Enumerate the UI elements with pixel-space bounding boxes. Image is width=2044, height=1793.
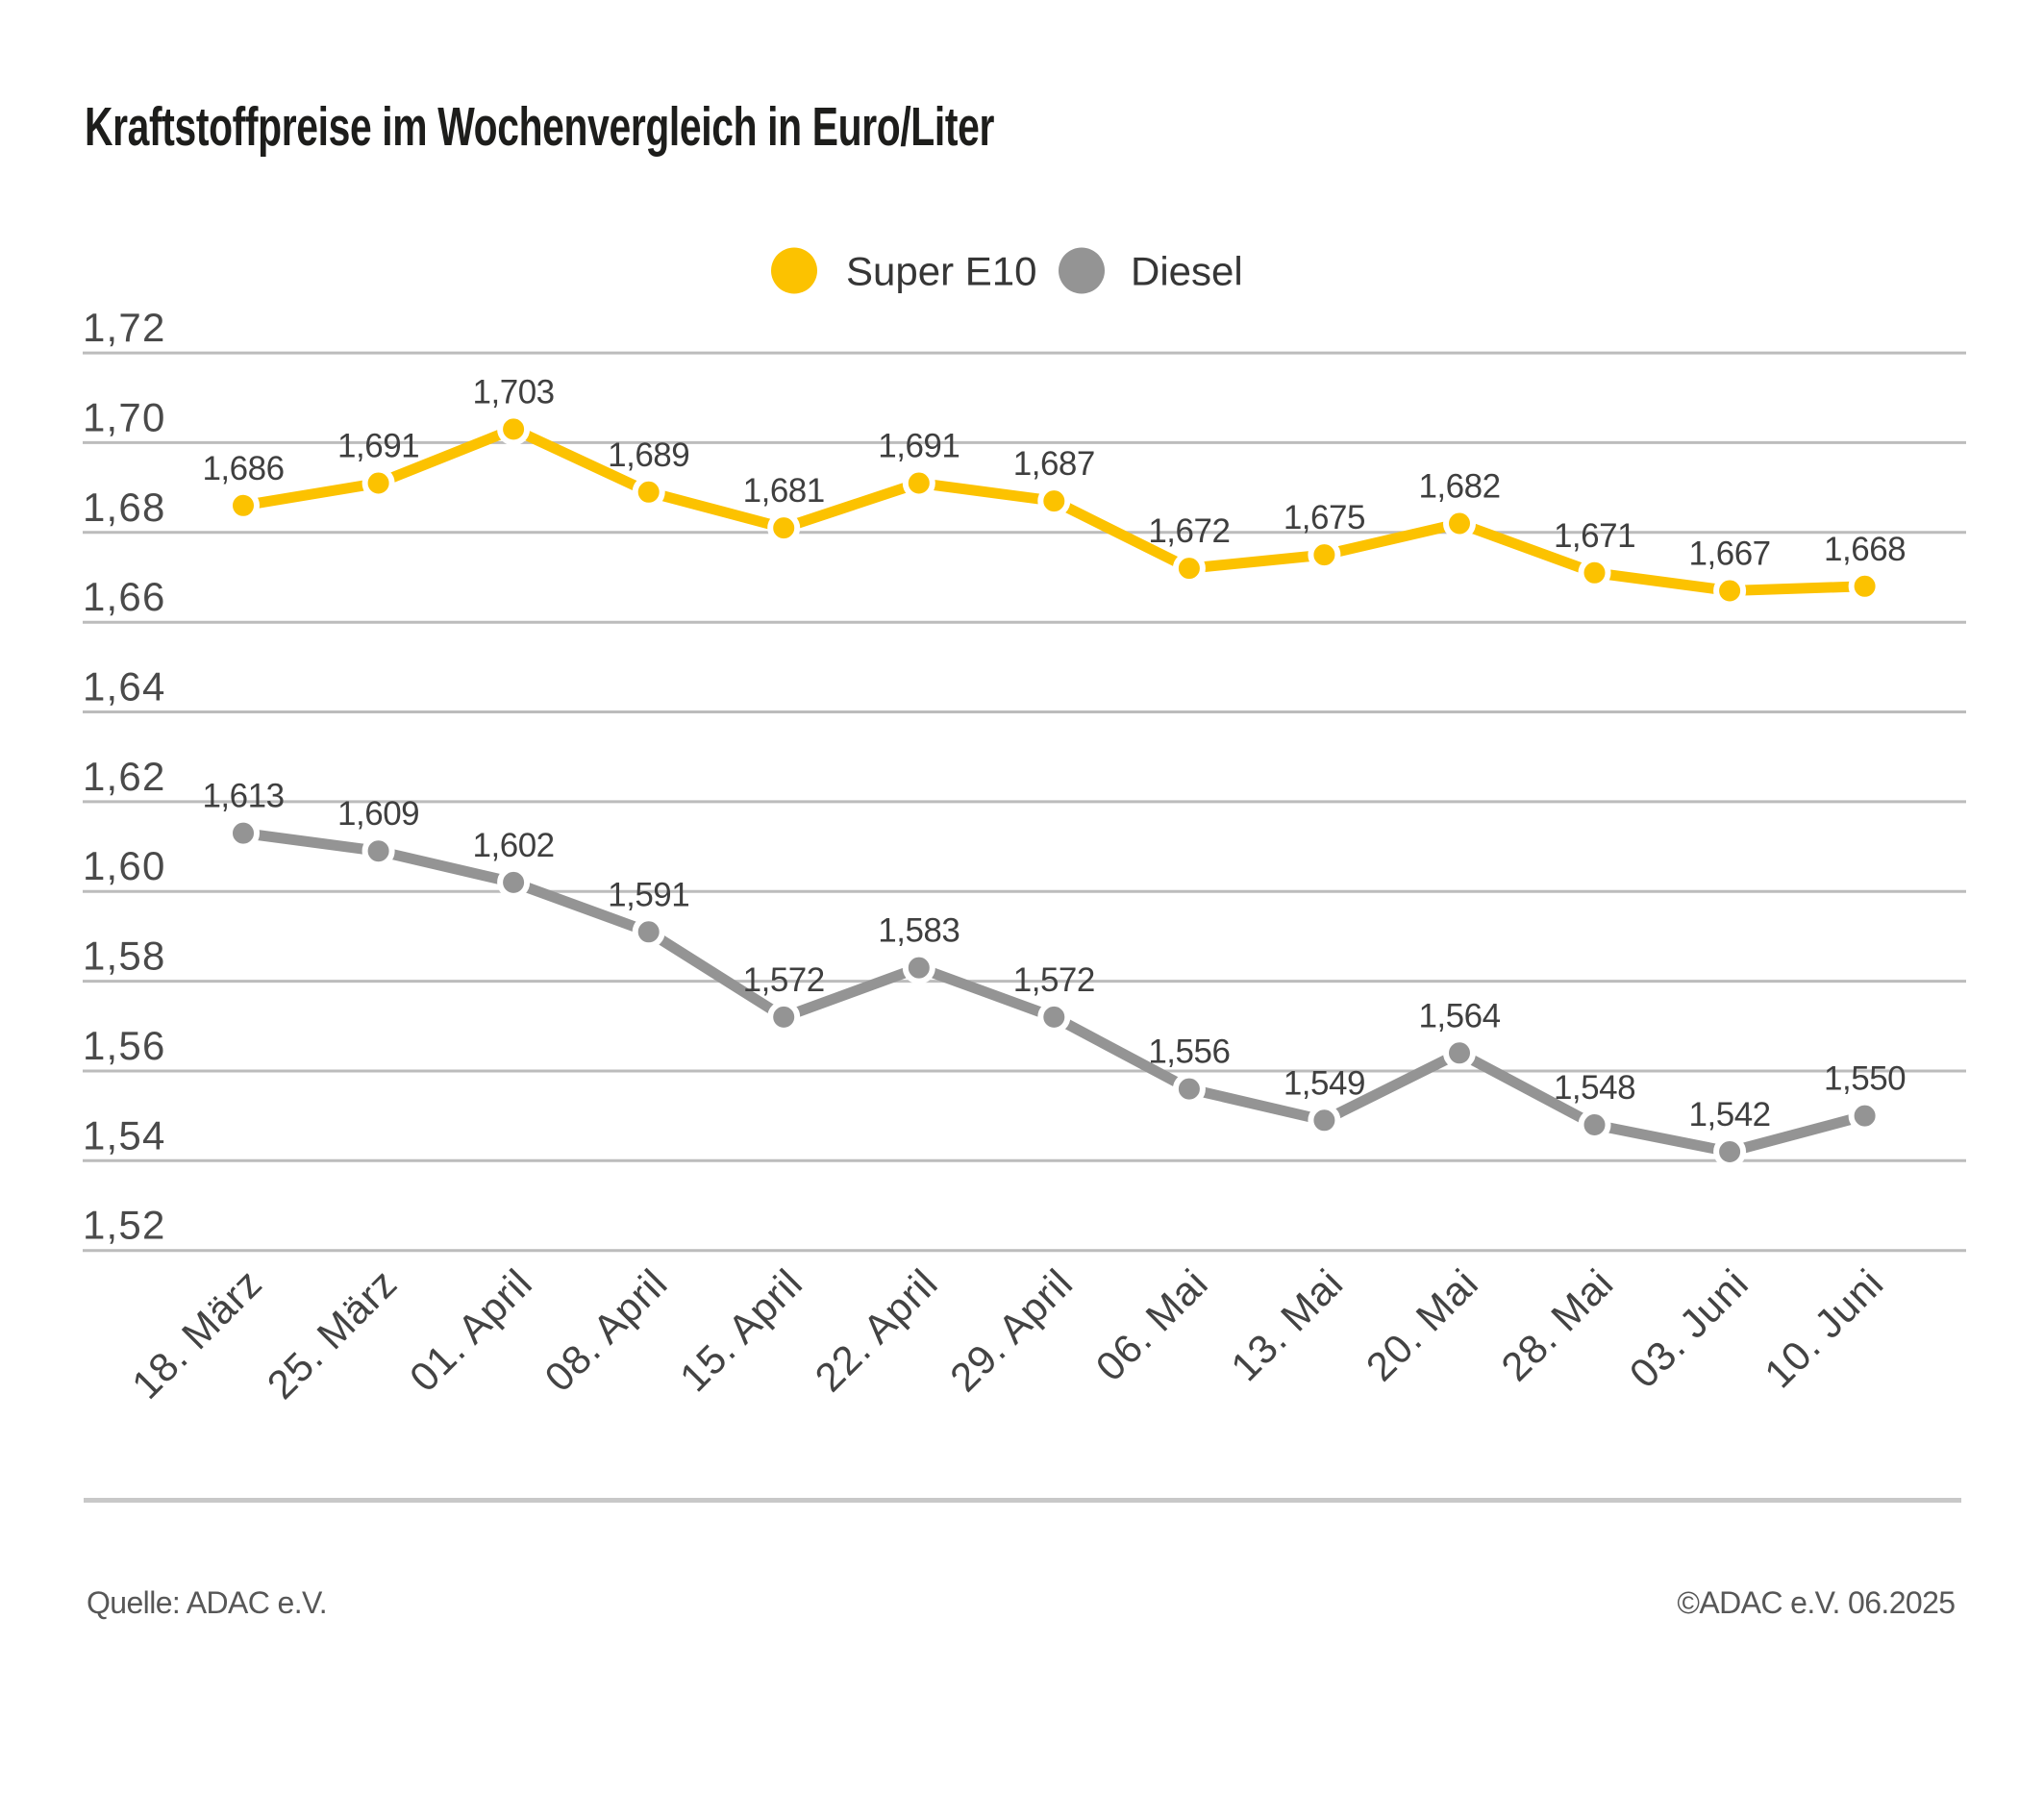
svg-text:1,681: 1,681: [743, 472, 825, 510]
svg-text:1,686: 1,686: [202, 450, 284, 487]
svg-text:1,58: 1,58: [83, 934, 166, 979]
svg-text:1,550: 1,550: [1824, 1060, 1906, 1098]
svg-text:1,691: 1,691: [337, 428, 419, 465]
svg-text:1,548: 1,548: [1554, 1069, 1635, 1107]
svg-text:1,689: 1,689: [608, 436, 689, 474]
svg-text:1,542: 1,542: [1689, 1096, 1771, 1133]
svg-text:1,672: 1,672: [1148, 512, 1230, 550]
svg-text:1,703: 1,703: [473, 373, 555, 411]
svg-text:1,609: 1,609: [337, 795, 419, 833]
svg-text:1,691: 1,691: [878, 428, 960, 465]
svg-text:1,671: 1,671: [1554, 517, 1635, 555]
svg-text:1,54: 1,54: [83, 1112, 166, 1158]
svg-text:Kraftstoffpreise im Wochenverg: Kraftstoffpreise im Wochenvergleich in E…: [85, 96, 994, 158]
svg-text:1,572: 1,572: [743, 961, 825, 999]
svg-text:1,56: 1,56: [83, 1023, 166, 1068]
svg-text:1,52: 1,52: [83, 1203, 166, 1248]
svg-text:©ADAC e.V. 06.2025: ©ADAC e.V. 06.2025: [1677, 1585, 1955, 1620]
svg-text:1,556: 1,556: [1148, 1033, 1230, 1071]
svg-text:1,591: 1,591: [608, 876, 689, 913]
svg-text:Super E10: Super E10: [846, 249, 1036, 294]
svg-text:1,64: 1,64: [83, 664, 166, 710]
svg-text:1,70: 1,70: [83, 394, 166, 439]
svg-text:1,62: 1,62: [83, 754, 166, 799]
svg-text:1,564: 1,564: [1418, 997, 1500, 1034]
svg-text:1,583: 1,583: [878, 912, 960, 950]
svg-text:1,602: 1,602: [473, 827, 555, 864]
svg-text:Diesel: Diesel: [1131, 249, 1243, 294]
svg-text:1,668: 1,668: [1824, 531, 1906, 568]
svg-text:1,549: 1,549: [1284, 1064, 1365, 1102]
svg-text:1,675: 1,675: [1284, 499, 1365, 536]
svg-text:1,687: 1,687: [1013, 445, 1095, 483]
svg-text:Quelle: ADAC e.V.: Quelle: ADAC e.V.: [87, 1585, 327, 1620]
svg-text:1,667: 1,667: [1689, 535, 1771, 573]
svg-text:1,682: 1,682: [1418, 468, 1500, 506]
svg-text:1,60: 1,60: [83, 843, 166, 888]
svg-text:1,572: 1,572: [1013, 961, 1095, 999]
svg-text:1,613: 1,613: [202, 778, 284, 815]
svg-text:1,72: 1,72: [83, 305, 166, 350]
svg-text:1,68: 1,68: [83, 485, 166, 530]
svg-text:1,66: 1,66: [83, 574, 166, 619]
